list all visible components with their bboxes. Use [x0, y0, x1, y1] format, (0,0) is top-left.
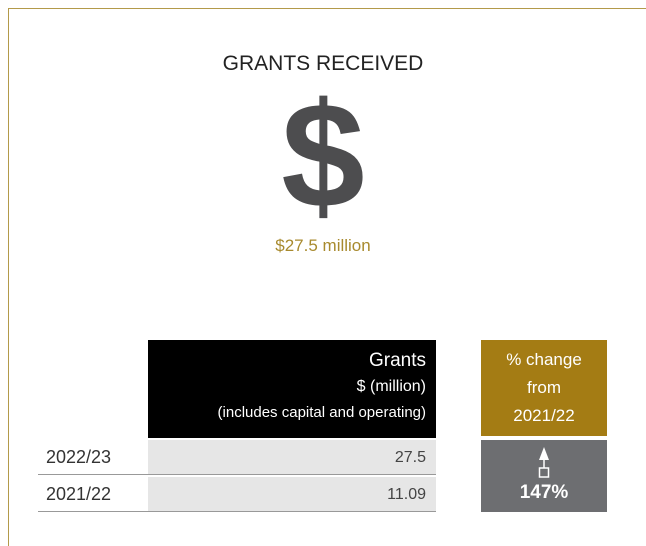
header-line: (includes capital and operating) — [217, 404, 426, 421]
header-line: $ (million) — [356, 378, 426, 395]
change-box: 147% — [481, 440, 607, 512]
row-value: 11.09 — [148, 477, 436, 512]
change-header-line: % change — [506, 350, 582, 369]
up-arrow-icon — [538, 447, 550, 478]
dollar-symbol: $ — [281, 71, 365, 239]
change-value: 147% — [519, 482, 569, 503]
amount: $27.5 million — [275, 236, 371, 255]
frame-top — [8, 8, 646, 9]
change-header: % change from 2021/22 — [481, 340, 607, 436]
row-label: 2022/23 — [38, 440, 148, 475]
change-header-line: from — [527, 378, 561, 397]
frame-left — [8, 8, 9, 546]
header-line: Grants — [368, 350, 426, 371]
title: GRANTS RECEIVED — [222, 52, 424, 75]
table-header: Grants $ (million) (includes capital and… — [148, 340, 436, 438]
row-value: 27.5 — [148, 440, 436, 475]
change-header-line: 2021/22 — [513, 406, 575, 425]
row-label: 2021/22 — [38, 477, 148, 512]
